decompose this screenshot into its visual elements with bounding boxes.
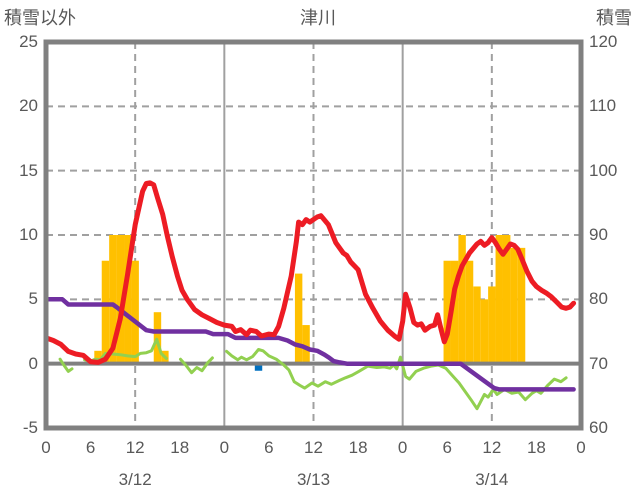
x-axis-tick-label: 6	[85, 438, 96, 457]
right-axis-tick-label: 70	[589, 353, 608, 373]
blue-bar	[254, 363, 263, 371]
x-axis-tick-label: 6	[442, 438, 452, 457]
date-label: 3/14	[475, 470, 509, 489]
date-label: 3/13	[296, 470, 331, 489]
orange-bars	[131, 260, 139, 364]
orange-bars	[294, 273, 303, 364]
right-axis-tick-label: 60	[589, 418, 608, 437]
date-label: 3/12	[118, 470, 152, 489]
red-line	[43, 180, 577, 365]
green-line	[225, 348, 568, 411]
orange-bars	[116, 235, 125, 364]
left-axis-tick-label: 0	[28, 353, 38, 373]
orange-bars	[101, 260, 110, 364]
orange-bars	[465, 260, 474, 364]
x-axis-tick-label: 12	[125, 438, 145, 457]
plot-border	[43, 39, 584, 431]
x-axis-tick-label: 18	[526, 438, 546, 457]
chart-title: 津川	[300, 8, 336, 28]
x-axis-tick-label: 0	[397, 438, 408, 457]
x-axis-tick-label: 0	[41, 438, 51, 457]
orange-bars	[480, 299, 489, 364]
orange-bars	[124, 235, 132, 364]
orange-bars	[94, 350, 102, 364]
right-axis-tick-label: 110	[589, 96, 617, 116]
x-axis-tick-label: 0	[219, 438, 230, 457]
right-axis-tick-label: 120	[589, 32, 618, 51]
right-axis-tick-label: 80	[589, 289, 608, 309]
left-axis-tick-label: 15	[19, 160, 38, 180]
right-axis-tick-label: 100	[589, 160, 618, 180]
orange-bars	[450, 260, 459, 364]
right-axis-title: 積雪	[596, 8, 632, 28]
green-line	[58, 357, 74, 373]
orange-bars	[488, 286, 496, 364]
x-axis-tick-label: 12	[482, 438, 502, 457]
left-axis-tick-label: 5	[28, 289, 38, 309]
orange-bars	[510, 247, 518, 364]
x-axis-tick-label: 18	[348, 438, 368, 457]
x-axis-tick-label: 18	[170, 438, 190, 457]
orange-bars	[443, 260, 451, 364]
left-axis-tick-label: 25	[19, 32, 38, 51]
x-axis-tick-label: 6	[264, 438, 274, 457]
left-axis-tick-label: -5	[22, 418, 38, 437]
left-axis-title: 積雪以外	[4, 8, 76, 28]
orange-bars	[517, 247, 526, 364]
green-line	[83, 337, 168, 363]
left-axis-tick-label: 20	[19, 96, 38, 116]
orange-bars	[109, 235, 117, 364]
orange-bars	[473, 286, 481, 364]
x-axis-tick-label: 12	[304, 438, 323, 457]
orange-bars	[458, 235, 466, 364]
orange-bars	[502, 235, 511, 364]
green-line	[179, 356, 214, 375]
orange-bars	[302, 325, 310, 364]
left-axis-tick-label: 10	[19, 225, 38, 244]
right-axis-tick-label: 90	[589, 225, 608, 244]
orange-bars	[495, 235, 503, 364]
x-axis-tick-label: 0	[576, 438, 586, 457]
